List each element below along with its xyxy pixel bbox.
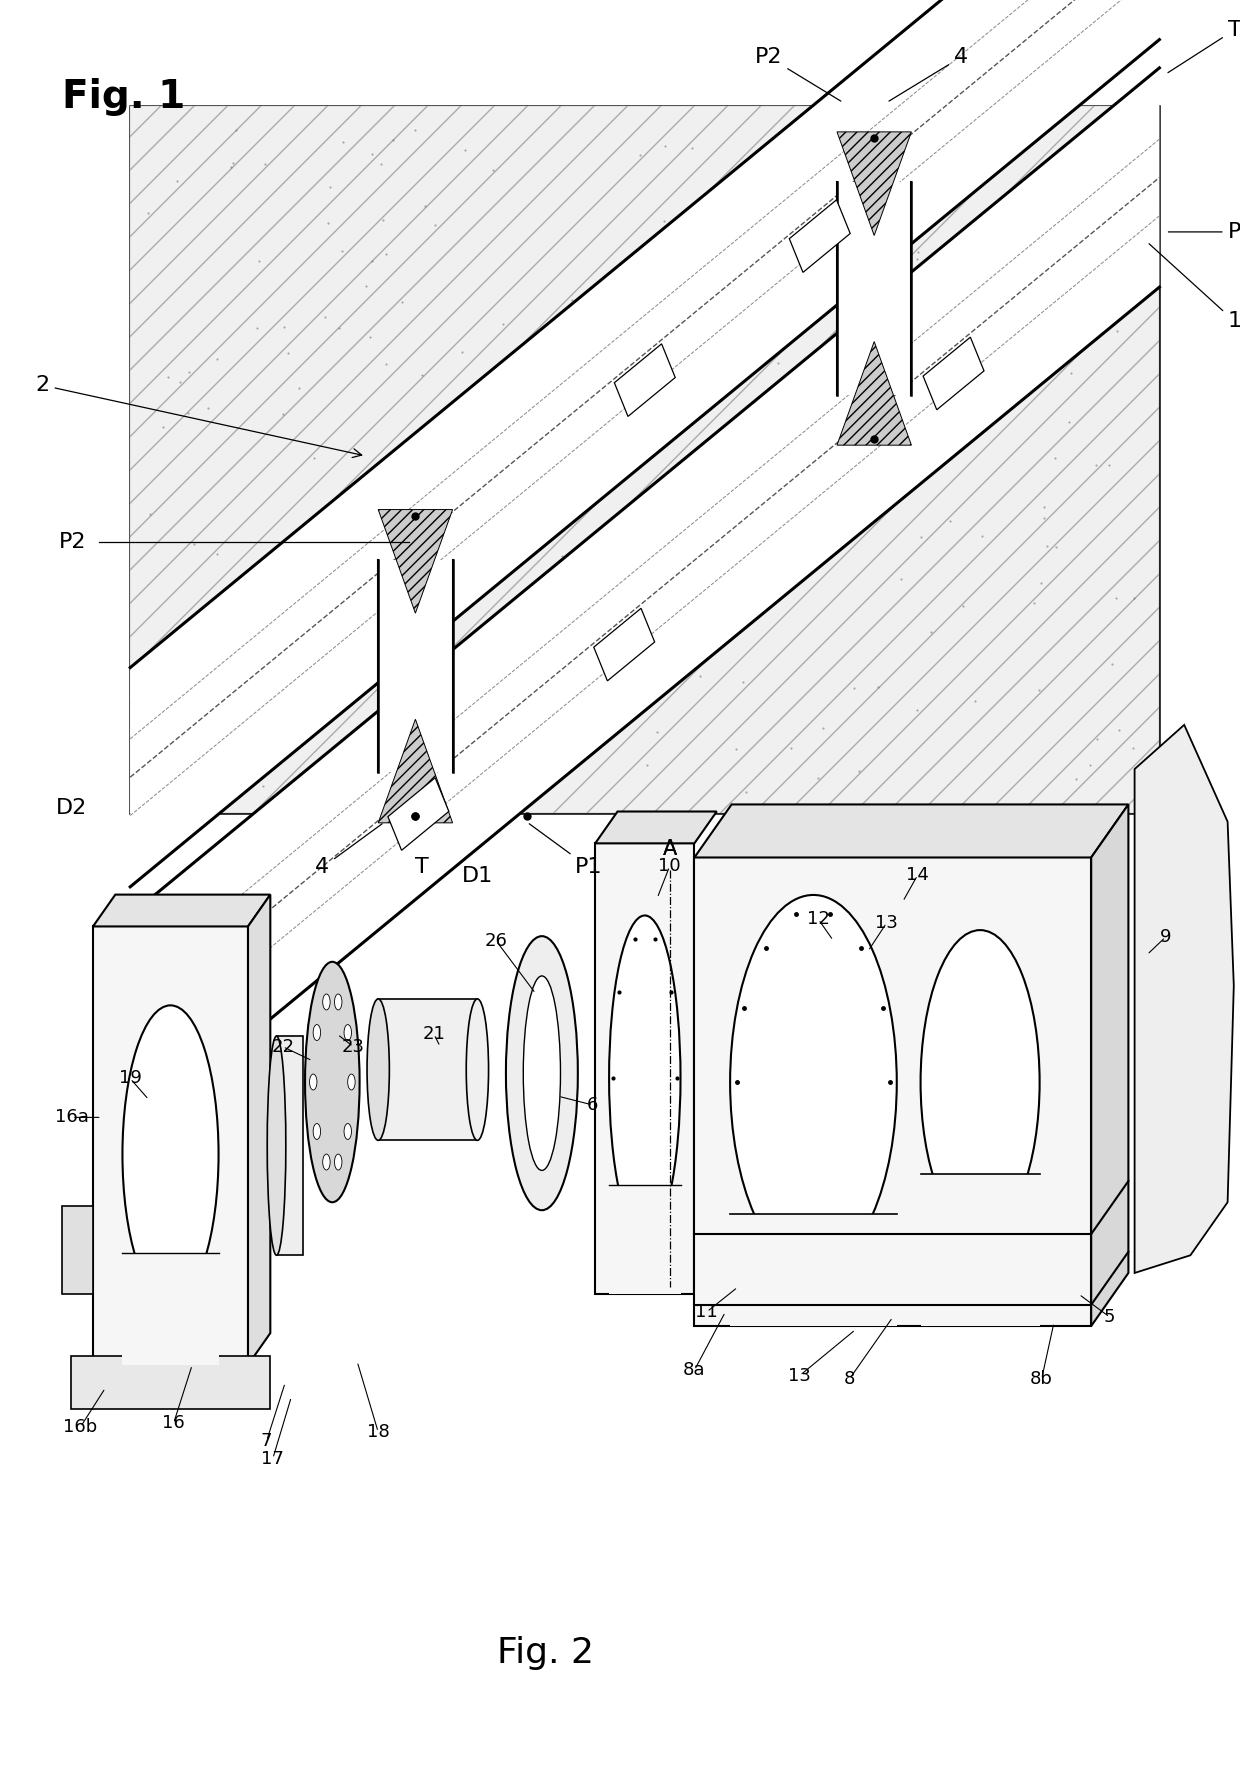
Text: P1: P1 xyxy=(1168,223,1240,242)
Ellipse shape xyxy=(609,916,681,1239)
Text: Fig. 1: Fig. 1 xyxy=(62,78,185,117)
Text: 19: 19 xyxy=(119,1070,141,1087)
Text: P1: P1 xyxy=(529,824,603,877)
Text: 8: 8 xyxy=(843,1370,856,1388)
Text: Fig. 2: Fig. 2 xyxy=(497,1635,594,1671)
Text: P2: P2 xyxy=(755,48,841,101)
Polygon shape xyxy=(1091,804,1128,1326)
Ellipse shape xyxy=(343,1025,351,1041)
Text: 17: 17 xyxy=(262,1450,284,1467)
Ellipse shape xyxy=(335,1155,342,1170)
Ellipse shape xyxy=(523,976,560,1170)
Ellipse shape xyxy=(267,1036,285,1255)
Text: 21: 21 xyxy=(423,1025,445,1043)
Text: 26: 26 xyxy=(485,932,507,949)
Text: 14: 14 xyxy=(906,866,929,884)
Polygon shape xyxy=(378,560,453,773)
Text: 8a: 8a xyxy=(683,1361,706,1379)
Text: 2: 2 xyxy=(36,375,362,458)
Text: 4: 4 xyxy=(315,824,382,877)
Polygon shape xyxy=(837,133,911,235)
Ellipse shape xyxy=(506,935,578,1209)
Text: 23: 23 xyxy=(342,1038,365,1055)
Polygon shape xyxy=(130,67,1159,1135)
Polygon shape xyxy=(248,895,270,1365)
Ellipse shape xyxy=(322,994,330,1010)
Polygon shape xyxy=(93,895,270,926)
Text: 6: 6 xyxy=(587,1096,599,1114)
Polygon shape xyxy=(378,509,453,613)
Polygon shape xyxy=(595,843,694,1294)
Polygon shape xyxy=(694,857,1091,1326)
Text: 22: 22 xyxy=(272,1038,294,1055)
Polygon shape xyxy=(71,1356,270,1409)
Bar xyxy=(130,106,1159,813)
Polygon shape xyxy=(594,608,655,681)
Text: 16b: 16b xyxy=(63,1418,98,1436)
Text: 18: 18 xyxy=(367,1423,389,1441)
Polygon shape xyxy=(614,343,676,417)
Polygon shape xyxy=(62,1206,93,1294)
Polygon shape xyxy=(837,341,911,446)
Text: 13: 13 xyxy=(875,914,898,932)
Ellipse shape xyxy=(730,895,897,1269)
Text: 1: 1 xyxy=(1149,244,1240,331)
Text: 10: 10 xyxy=(658,857,681,875)
Text: 13: 13 xyxy=(789,1367,811,1384)
Text: A: A xyxy=(662,838,677,859)
Ellipse shape xyxy=(343,1123,351,1139)
Ellipse shape xyxy=(347,1073,355,1089)
Polygon shape xyxy=(130,106,1159,813)
Text: 4: 4 xyxy=(889,48,968,101)
Bar xyxy=(123,1254,218,1365)
Text: T: T xyxy=(1168,19,1240,72)
Polygon shape xyxy=(595,812,717,843)
Polygon shape xyxy=(1135,725,1234,1273)
Ellipse shape xyxy=(367,999,389,1140)
Bar xyxy=(609,1185,681,1294)
Text: 9: 9 xyxy=(1159,928,1172,946)
Polygon shape xyxy=(378,999,477,1140)
Polygon shape xyxy=(923,338,985,410)
Text: A: A xyxy=(662,838,677,859)
Ellipse shape xyxy=(305,962,360,1202)
Text: D1: D1 xyxy=(461,866,494,886)
Polygon shape xyxy=(694,804,1128,857)
Polygon shape xyxy=(388,778,449,850)
Polygon shape xyxy=(277,1036,303,1255)
Ellipse shape xyxy=(310,1073,317,1089)
Text: D2: D2 xyxy=(56,797,87,817)
Ellipse shape xyxy=(335,994,342,1010)
Ellipse shape xyxy=(920,930,1039,1234)
Ellipse shape xyxy=(322,1155,330,1170)
Text: 16: 16 xyxy=(162,1414,185,1432)
Polygon shape xyxy=(837,182,911,394)
Text: 16a: 16a xyxy=(55,1109,89,1126)
Bar xyxy=(920,1174,1039,1326)
Ellipse shape xyxy=(314,1025,321,1041)
Polygon shape xyxy=(93,926,248,1365)
Text: T: T xyxy=(414,857,429,877)
Ellipse shape xyxy=(123,1006,218,1303)
Text: 12: 12 xyxy=(807,911,830,928)
Ellipse shape xyxy=(466,999,489,1140)
Polygon shape xyxy=(790,200,851,272)
Text: 5: 5 xyxy=(1104,1308,1116,1326)
Text: P2: P2 xyxy=(60,532,87,552)
Text: 11: 11 xyxy=(696,1303,718,1321)
Polygon shape xyxy=(130,0,1159,888)
Ellipse shape xyxy=(314,1123,321,1139)
Text: 7: 7 xyxy=(260,1432,273,1450)
Text: 8b: 8b xyxy=(1030,1370,1053,1388)
Bar xyxy=(730,1213,897,1326)
Polygon shape xyxy=(378,720,453,822)
